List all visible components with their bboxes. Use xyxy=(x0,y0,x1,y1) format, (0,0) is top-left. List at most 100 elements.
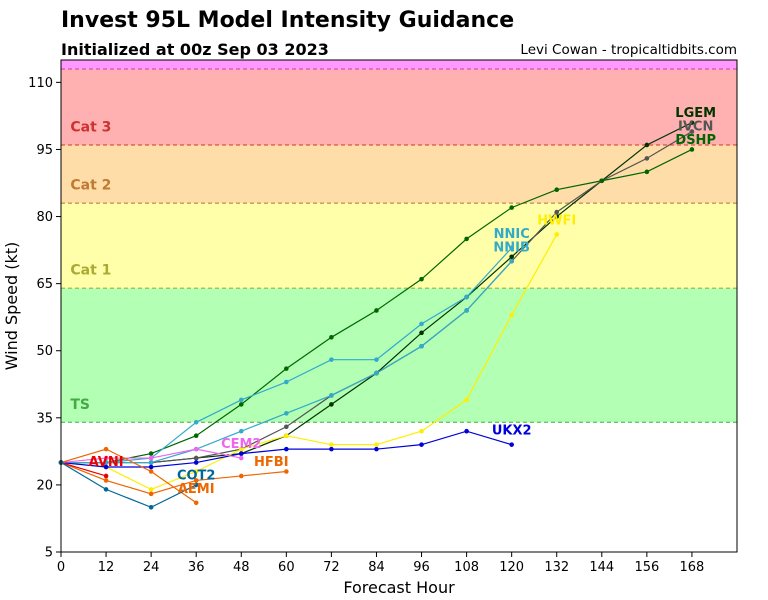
series-label-lgem: LGEM xyxy=(675,106,716,121)
band-cat-1 xyxy=(61,203,737,289)
point-aemi xyxy=(103,446,109,452)
point-ivcn xyxy=(644,156,650,161)
y-tick-label: 20 xyxy=(36,478,53,493)
point-nnic xyxy=(329,357,334,362)
point-hwfi xyxy=(374,442,379,447)
series-line-cot2 xyxy=(60,462,197,508)
point-dshp xyxy=(374,308,379,313)
x-tick-label: 132 xyxy=(544,560,569,575)
point-avni xyxy=(103,473,109,479)
y-axis-label: Wind Speed (kt) xyxy=(2,242,21,371)
point-lgem xyxy=(329,402,334,407)
x-tick-label: 60 xyxy=(278,560,295,575)
point-nnib xyxy=(238,428,244,434)
series-label-hfbi: HFBI xyxy=(254,455,289,470)
x-tick-label: 156 xyxy=(634,560,659,575)
series-label-nnic: NNIC xyxy=(494,227,530,242)
x-tick-label: 48 xyxy=(233,560,250,575)
band-cat-2 xyxy=(61,144,737,204)
point-hfbi xyxy=(284,469,289,474)
point-cem2 xyxy=(148,455,154,461)
point-ivcn xyxy=(689,129,695,134)
point-nnib xyxy=(464,308,469,313)
point-dshp xyxy=(148,451,154,456)
point-ukx2 xyxy=(329,446,334,452)
series-line-aemi xyxy=(60,448,197,504)
point-aemi xyxy=(193,500,199,506)
x-tick-label: 168 xyxy=(680,560,705,575)
point-nnib xyxy=(509,258,514,264)
point-hfbi xyxy=(148,491,154,497)
point-nnib xyxy=(284,411,289,416)
series-label-ivcn: IVCN xyxy=(678,120,713,135)
point-hwfi xyxy=(554,232,560,237)
band-label: Cat 3 xyxy=(70,120,111,136)
point-nnic xyxy=(193,419,199,425)
series-label-hwfi: HWFI xyxy=(537,214,576,229)
point-ukx2 xyxy=(374,446,379,452)
point-lgem xyxy=(509,254,514,260)
chart-title: Invest 95L Model Intensity Guidance xyxy=(61,8,515,33)
point-hwfi xyxy=(329,442,334,447)
series-label-avni: AVNI xyxy=(89,455,124,470)
point-nnib xyxy=(148,460,154,465)
series-label-nnib: NNIB xyxy=(493,240,530,255)
x-tick-label: 120 xyxy=(499,560,524,575)
point-ivcn xyxy=(284,424,289,430)
x-tick-label: 144 xyxy=(589,560,614,575)
point-aemi xyxy=(148,469,154,474)
y-tick-label: 95 xyxy=(36,143,53,158)
point-ukx2 xyxy=(284,446,289,452)
point-hwfi xyxy=(284,433,289,439)
point-ukx2 xyxy=(464,428,469,434)
chart-credit: Levi Cowan - tropicaltidbits.com xyxy=(520,42,737,58)
point-dshp xyxy=(689,147,695,152)
point-lgem xyxy=(554,214,560,219)
point-dshp xyxy=(599,178,605,184)
x-tick-label: 0 xyxy=(57,560,65,575)
point-nnic xyxy=(419,321,424,327)
x-tick-label: 96 xyxy=(413,560,430,575)
point-cem2 xyxy=(193,446,199,452)
y-tick-label: 80 xyxy=(36,210,53,225)
series-label-aemi: AEMI xyxy=(178,482,215,497)
point-hfbi xyxy=(193,478,199,483)
point-nnib xyxy=(329,393,334,398)
point-dshp xyxy=(193,433,199,439)
point-nnic xyxy=(284,379,289,385)
point-hwfi xyxy=(193,469,199,474)
point-hwfi xyxy=(464,397,469,403)
point-lgem xyxy=(644,142,650,148)
y-tick-label: 5 xyxy=(45,546,53,561)
series-label-dshp: DSHP xyxy=(675,133,716,148)
point-ukx2 xyxy=(238,451,244,456)
x-tick-label: 108 xyxy=(454,560,479,575)
point-nnib xyxy=(419,343,424,349)
point-cot2 xyxy=(193,482,199,488)
point-ukx2 xyxy=(419,442,424,447)
band-label: TS xyxy=(70,397,90,413)
axes: 0 12 24 36 48 60 72 84 96 108 120 132 144 156 168 5 20 35… xyxy=(28,76,704,575)
band-cat-3 xyxy=(61,68,737,145)
y-tick-label: 110 xyxy=(28,76,53,91)
point-lgem xyxy=(689,120,695,125)
band-label: Cat 2 xyxy=(70,178,111,194)
point-ivcn xyxy=(554,209,560,215)
point-hfbi xyxy=(103,478,109,483)
band-cat4 xyxy=(61,60,737,69)
intensity-bands: TS Cat 1 Cat 2 Cat 3 xyxy=(61,60,737,423)
point-dshp xyxy=(284,366,289,371)
point-cem2 xyxy=(238,455,244,461)
point-cot2 xyxy=(148,504,154,510)
point-ivcn xyxy=(193,455,199,461)
point-nnic xyxy=(464,294,469,300)
point-cem2 xyxy=(103,455,109,461)
x-tick-label: 36 xyxy=(188,560,205,575)
point-dshp xyxy=(464,236,469,242)
point-cot2 xyxy=(103,487,109,492)
point-dshp xyxy=(329,335,334,340)
point-hwfi xyxy=(509,312,514,318)
chart-subtitle: Initialized at 00z Sep 03 2023 xyxy=(61,40,329,59)
